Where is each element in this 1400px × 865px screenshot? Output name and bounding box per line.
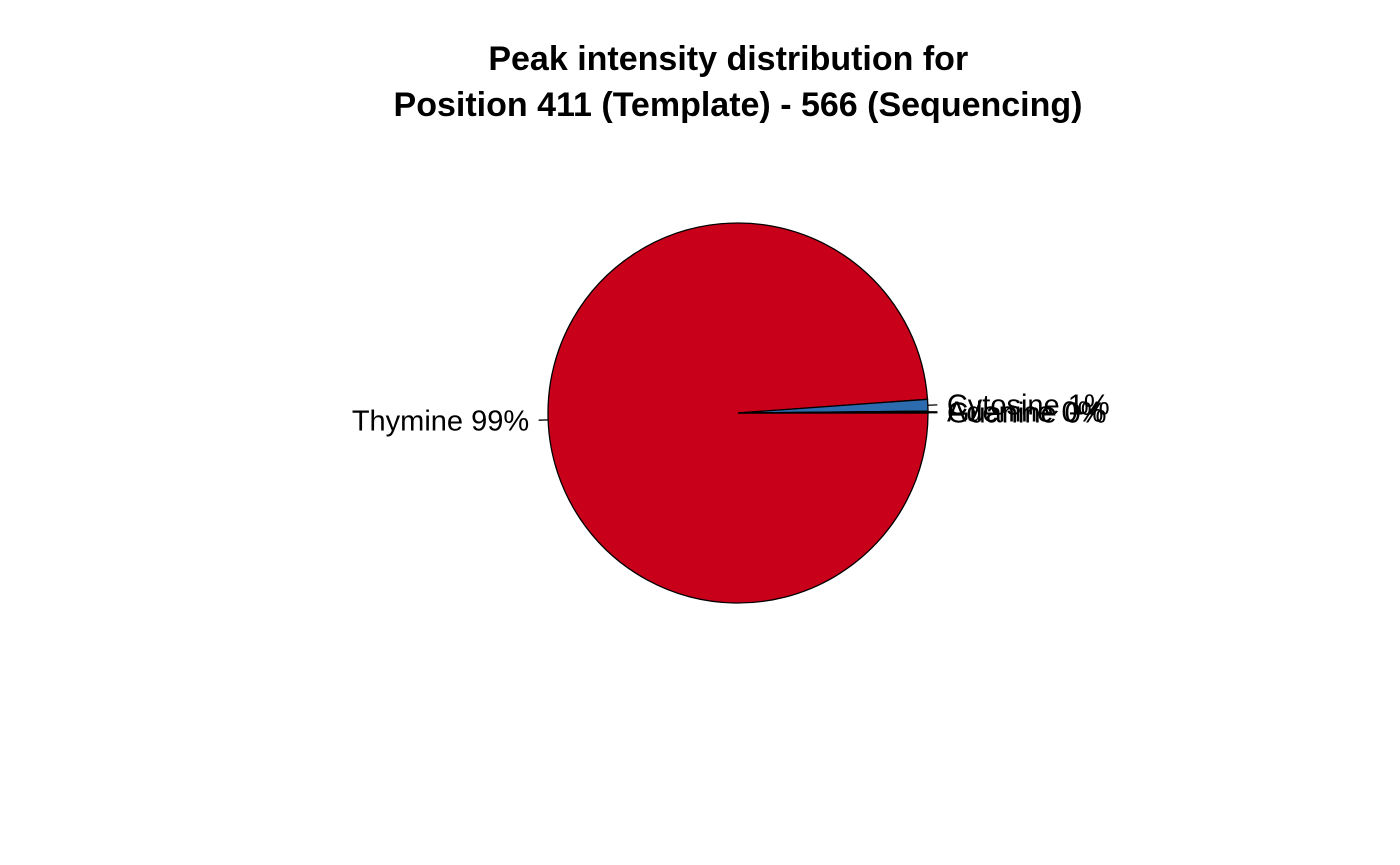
slice-labels: Thymine 99% Cytosine 1%Adenine 0%Guanine … [352,389,1110,437]
chart-title-line-1: Peak intensity distribution for [488,40,968,78]
chart-title: Peak intensity distribution for Position… [394,40,1083,124]
slice-label-ticks [538,404,938,421]
slice-label-cytosine: Cytosine 1% [947,389,1110,421]
slice-label-adenine: Adenine 0% [947,397,1103,429]
chart-title-line-2: Position 411 (Template) - 566 (Sequencin… [394,86,1083,124]
pie-slices [547,222,929,604]
pie-slice-guanine [737,411,929,414]
slice-label-guanine: Guanine 0% [947,398,1107,430]
slice-label-thymine: Thymine 99% [352,406,529,438]
